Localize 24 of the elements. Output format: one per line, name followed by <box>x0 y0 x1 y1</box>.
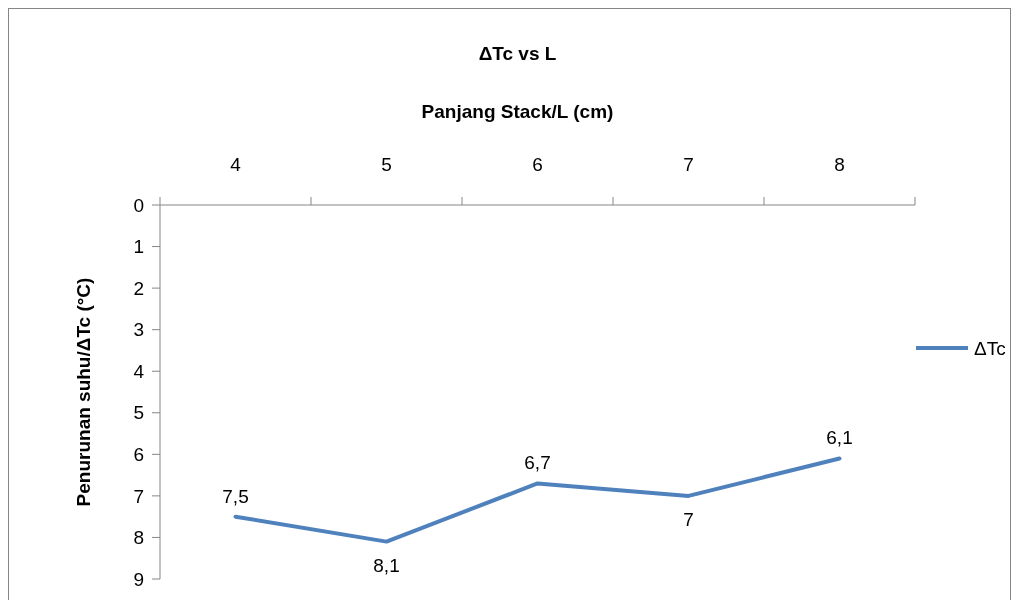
x-tick-label: 5 <box>381 154 392 175</box>
data-label: 7 <box>683 508 694 530</box>
y-axis-title: Penurunan suhu/ΔTc (°C) <box>73 277 94 507</box>
x-tick-label: 8 <box>834 154 845 175</box>
data-label: 7,5 <box>222 485 249 507</box>
y-tick-label: 5 <box>133 402 144 424</box>
y-tick-label: 8 <box>133 527 144 549</box>
legend-label: ΔTc <box>974 337 1006 359</box>
y-tick-label: 6 <box>133 443 144 465</box>
x-tick-label: 7 <box>683 154 694 175</box>
x-axis-title: Panjang Stack/L (cm) <box>421 101 614 122</box>
chart-title: ΔTc vs L <box>478 43 557 64</box>
x-tick-label: 6 <box>532 154 543 175</box>
x-tick-label: 4 <box>230 154 242 175</box>
data-label: 6,7 <box>524 452 551 474</box>
y-tick-label: 3 <box>133 319 144 341</box>
y-tick-label: 7 <box>133 485 144 507</box>
y-tick-label: 4 <box>133 360 145 382</box>
data-label: 6,1 <box>826 427 853 449</box>
y-tick-label: 9 <box>133 568 144 590</box>
y-tick-label: 0 <box>133 194 144 216</box>
y-tick-label: 2 <box>133 277 144 299</box>
y-tick-label: 1 <box>133 236 144 258</box>
data-label: 8,1 <box>373 554 400 576</box>
